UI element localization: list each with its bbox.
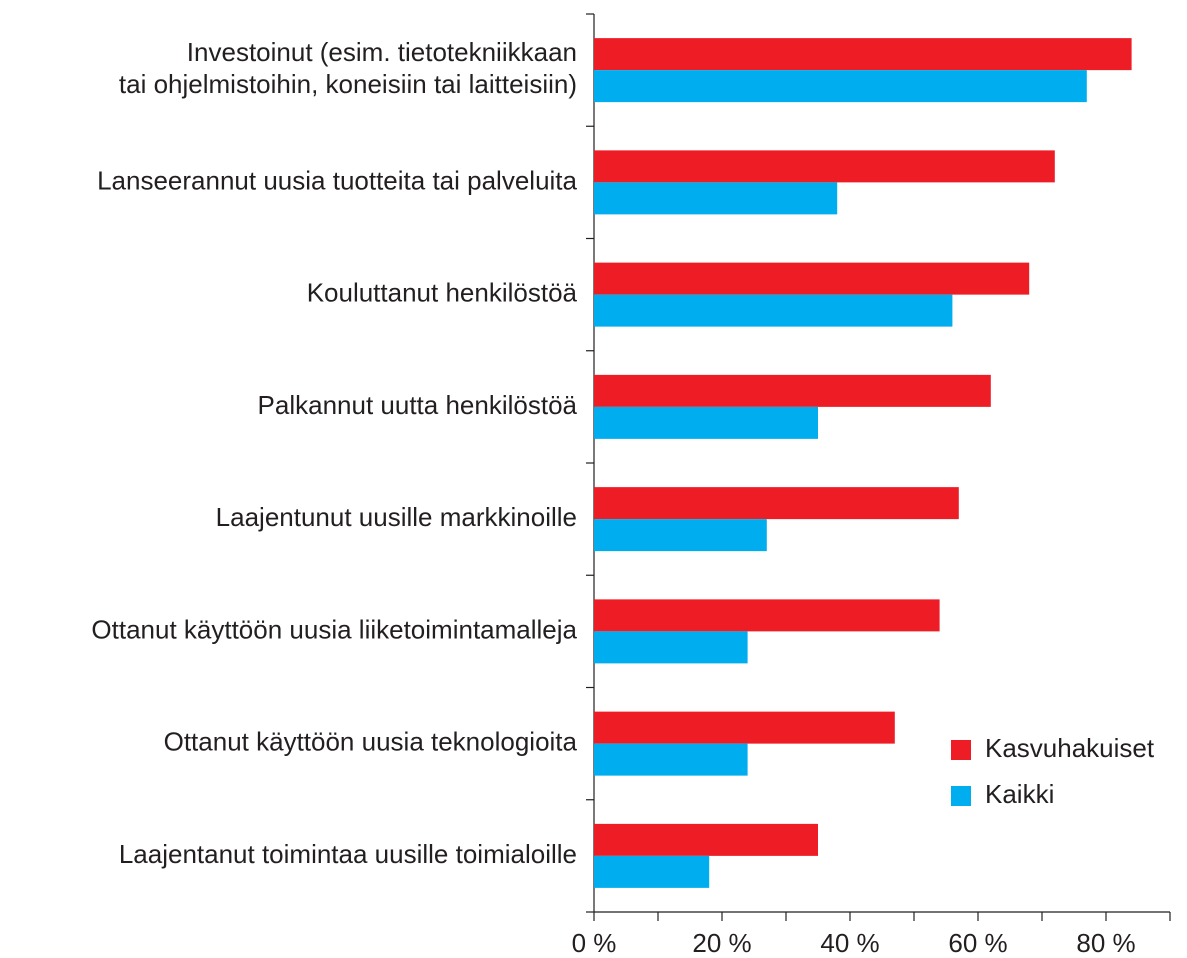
legend-swatch: [951, 740, 971, 760]
bar: [594, 743, 748, 776]
bar: [594, 599, 940, 632]
category-label: Kouluttanut henkilöstöä: [307, 278, 578, 308]
bar: [594, 150, 1055, 183]
bar: [594, 70, 1087, 103]
legend-label: Kaikki: [985, 779, 1054, 809]
category-label: Ottanut käyttöön uusia liiketoimintamall…: [91, 614, 577, 644]
category-label: Palkannut uutta henkilöstöä: [258, 390, 578, 420]
bar: [594, 855, 710, 888]
category-label-line: tai ohjelmistoihin, koneisiin tai laitte…: [119, 69, 577, 99]
x-tick-label: 60 %: [948, 928, 1007, 958]
bar: [594, 38, 1132, 71]
legend-label: Kasvuhakuiset: [985, 733, 1155, 763]
bar: [594, 519, 767, 552]
bar: [594, 631, 748, 664]
x-tick-label: 20 %: [692, 928, 751, 958]
x-tick-label: 0 %: [572, 928, 617, 958]
bar: [594, 294, 953, 327]
bar: [594, 711, 895, 744]
category-label: Ottanut käyttöön uusia teknologioita: [164, 727, 578, 757]
x-tick-label: 80 %: [1076, 928, 1135, 958]
bar: [594, 262, 1030, 295]
category-label: Lanseerannut uusia tuotteita tai palvelu…: [97, 165, 577, 195]
bar: [594, 182, 838, 215]
bar: [594, 823, 818, 856]
x-tick-label: 40 %: [820, 928, 879, 958]
category-label-line: Investoinut (esim. tietotekniikkaan: [187, 37, 577, 67]
legend-swatch: [951, 786, 971, 806]
category-label: Laajentanut toimintaa uusille toimialoil…: [119, 839, 577, 869]
bar: [594, 374, 991, 407]
bar: [594, 406, 818, 439]
category-label: Investoinut (esim. tietotekniikkaan tai o…: [119, 37, 577, 99]
bar: [594, 487, 959, 520]
category-label: Laajentunut uusille markkinoille: [216, 502, 577, 532]
